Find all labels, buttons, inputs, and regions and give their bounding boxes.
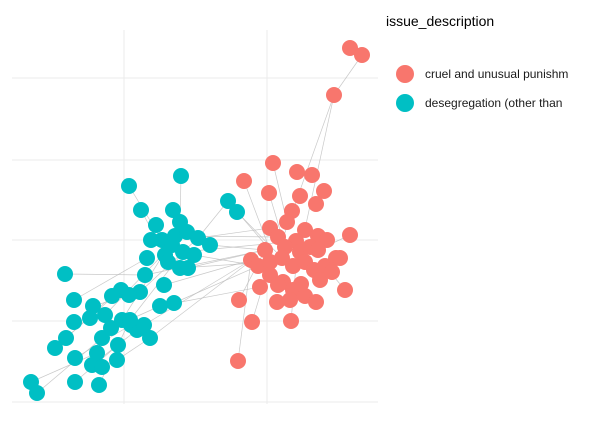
node-desegregation — [57, 266, 73, 282]
node-cruel-and-unusual — [230, 353, 246, 369]
node-desegregation — [142, 330, 158, 346]
node-cruel-and-unusual — [252, 279, 268, 295]
node-cruel-and-unusual — [282, 292, 298, 308]
node-cruel-and-unusual — [293, 276, 309, 292]
network-edge — [333, 54, 363, 96]
network-edge — [143, 259, 252, 326]
node-cruel-and-unusual — [332, 250, 348, 266]
node-cruel-and-unusual — [308, 294, 324, 310]
node-desegregation — [165, 202, 181, 218]
node-desegregation — [82, 310, 98, 326]
network-edge — [173, 265, 259, 304]
node-cruel-and-unusual — [310, 242, 326, 258]
node-cruel-and-unusual — [269, 294, 285, 310]
node-cruel-and-unusual — [342, 227, 358, 243]
network-edge — [36, 337, 103, 394]
node-cruel-and-unusual — [289, 164, 305, 180]
node-desegregation — [85, 298, 101, 314]
node-cruel-and-unusual — [231, 292, 247, 308]
node-cruel-and-unusual — [342, 40, 358, 56]
node-cruel-and-unusual — [316, 183, 332, 199]
grid-lines — [12, 30, 378, 404]
network-edge — [163, 259, 252, 286]
node-cruel-and-unusual — [292, 188, 308, 204]
node-cruel-and-unusual — [326, 87, 342, 103]
node-desegregation — [166, 295, 182, 311]
node-desegregation — [139, 250, 155, 266]
node-cruel-and-unusual — [279, 214, 295, 230]
legend: issue_description cruel and unusual puni… — [386, 13, 568, 112]
node-desegregation — [94, 359, 110, 375]
node-desegregation — [89, 345, 105, 361]
node-desegregation — [67, 374, 83, 390]
node-cruel-and-unusual — [324, 264, 340, 280]
node-cruel-and-unusual — [304, 167, 320, 183]
node-desegregation — [180, 260, 196, 276]
node-cruel-and-unusual — [337, 282, 353, 298]
node-cruel-and-unusual — [312, 272, 328, 288]
network-edge — [144, 249, 266, 276]
node-desegregation — [121, 178, 137, 194]
node-desegregation — [137, 267, 153, 283]
legend-label-desegregation: desegregation (other than — [425, 96, 562, 110]
node-cruel-and-unusual — [283, 313, 299, 329]
node-desegregation — [152, 298, 168, 314]
network-edge — [243, 180, 271, 251]
node-desegregation — [47, 340, 63, 356]
node-cruel-and-unusual — [274, 250, 290, 266]
node-desegregation — [156, 277, 172, 293]
node-cruel-and-unusual — [270, 277, 286, 293]
node-desegregation — [29, 385, 45, 401]
node-desegregation — [66, 314, 82, 330]
node-desegregation — [121, 287, 137, 303]
node-desegregation — [133, 202, 149, 218]
node-desegregation — [143, 232, 159, 248]
node-desegregation — [190, 230, 206, 246]
node-desegregation — [122, 312, 138, 328]
node-desegregation — [160, 254, 176, 270]
node-desegregation — [58, 330, 74, 346]
network-nodes — [23, 40, 370, 401]
network-edge — [149, 259, 253, 339]
legend-key-desegregation — [396, 94, 414, 112]
legend-title: issue_description — [386, 13, 494, 29]
node-desegregation — [173, 168, 189, 184]
node-desegregation — [109, 352, 125, 368]
node-desegregation — [67, 350, 83, 366]
node-cruel-and-unusual — [244, 314, 260, 330]
node-desegregation — [66, 292, 82, 308]
node-cruel-and-unusual — [261, 185, 277, 201]
legend-key-cruel-and-unusual — [396, 65, 414, 83]
node-cruel-and-unusual — [257, 242, 273, 258]
node-cruel-and-unusual — [354, 47, 370, 63]
node-desegregation — [91, 377, 107, 393]
legend-label-cruel-and-unusual: cruel and unusual punishm — [425, 67, 568, 81]
network-edge — [236, 211, 283, 259]
node-cruel-and-unusual — [265, 155, 281, 171]
node-desegregation — [97, 307, 113, 323]
node-desegregation — [202, 237, 218, 253]
node-desegregation — [229, 204, 245, 220]
node-desegregation — [94, 330, 110, 346]
network-edge — [64, 273, 146, 276]
network-edge — [237, 259, 252, 362]
node-cruel-and-unusual — [308, 196, 324, 212]
network-edge — [30, 352, 98, 383]
network-edge — [238, 249, 266, 301]
network-edge — [209, 244, 266, 251]
node-cruel-and-unusual — [236, 173, 252, 189]
network-edge — [73, 257, 148, 301]
node-cruel-and-unusual — [297, 222, 313, 238]
node-desegregation — [110, 337, 126, 353]
node-desegregation — [148, 217, 164, 233]
node-desegregation — [104, 288, 120, 304]
node-desegregation — [220, 193, 236, 209]
node-desegregation — [186, 247, 202, 263]
node-desegregation — [136, 317, 152, 333]
